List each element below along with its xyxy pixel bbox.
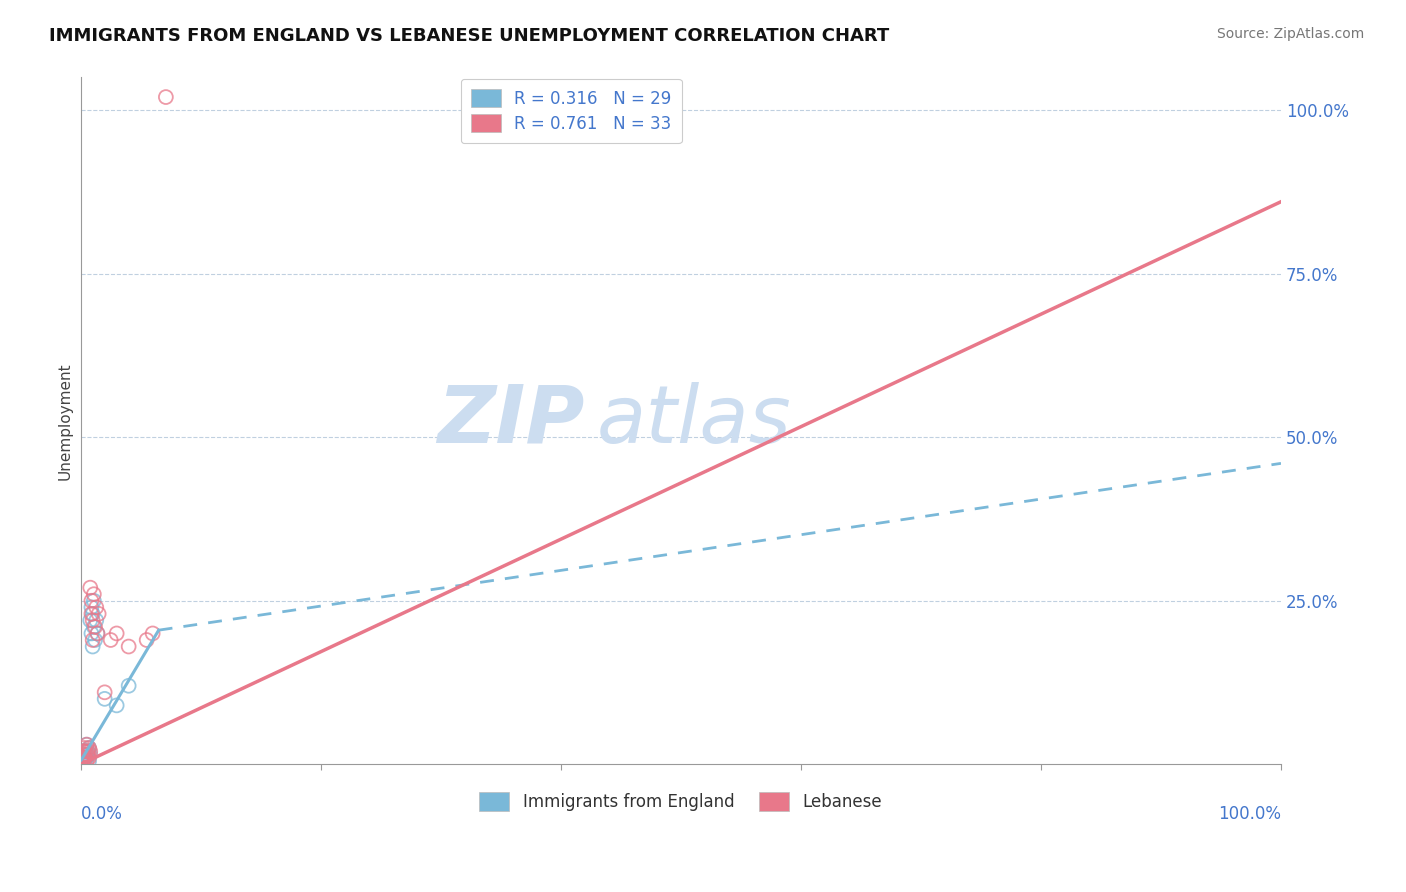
- Text: 100.0%: 100.0%: [1218, 805, 1281, 823]
- Point: [105, 698, 128, 713]
- Point: [70, 756, 93, 770]
- Point: [79, 744, 101, 758]
- Point: [73, 752, 96, 766]
- Point: [83, 587, 105, 601]
- Point: [79, 747, 101, 762]
- Point: [72, 750, 94, 764]
- Point: [93, 685, 115, 699]
- Point: [72, 750, 94, 764]
- Point: [76, 744, 98, 758]
- Point: [80, 593, 103, 607]
- Point: [82, 607, 104, 621]
- Point: [93, 691, 115, 706]
- Point: [72, 747, 94, 762]
- Point: [105, 626, 128, 640]
- Point: [73, 744, 96, 758]
- Point: [82, 613, 104, 627]
- Point: [75, 750, 97, 764]
- Point: [70, 754, 93, 768]
- Point: [77, 754, 100, 768]
- Point: [80, 600, 103, 615]
- Text: 0.0%: 0.0%: [80, 805, 122, 823]
- Point: [75, 750, 97, 764]
- Point: [155, 90, 177, 104]
- Point: [82, 640, 104, 654]
- Point: [118, 640, 141, 654]
- Point: [73, 747, 96, 762]
- Point: [83, 620, 105, 634]
- Point: [77, 740, 100, 755]
- Text: IMMIGRANTS FROM ENGLAND VS LEBANESE UNEMPLOYMENT CORRELATION CHART: IMMIGRANTS FROM ENGLAND VS LEBANESE UNEM…: [49, 27, 890, 45]
- Point: [84, 613, 107, 627]
- Point: [73, 754, 96, 768]
- Text: Source: ZipAtlas.com: Source: ZipAtlas.com: [1216, 27, 1364, 41]
- Point: [76, 738, 98, 752]
- Point: [76, 747, 98, 762]
- Point: [70, 756, 93, 770]
- Text: atlas: atlas: [596, 382, 792, 460]
- Point: [79, 581, 101, 595]
- Point: [87, 607, 110, 621]
- Point: [142, 626, 165, 640]
- Point: [84, 620, 107, 634]
- Point: [118, 679, 141, 693]
- Point: [84, 600, 107, 615]
- Point: [72, 752, 94, 766]
- Point: [73, 740, 96, 755]
- Point: [80, 626, 103, 640]
- Point: [76, 744, 98, 758]
- Point: [84, 632, 107, 647]
- Point: [77, 740, 100, 755]
- Point: [76, 754, 98, 768]
- Point: [86, 626, 108, 640]
- Point: [72, 744, 94, 758]
- Legend: Immigrants from England, Lebanese: Immigrants from England, Lebanese: [472, 786, 889, 818]
- Point: [79, 613, 101, 627]
- Text: ZIP: ZIP: [437, 382, 585, 460]
- Point: [75, 744, 97, 758]
- Point: [75, 744, 97, 758]
- Point: [76, 738, 98, 752]
- Point: [100, 632, 122, 647]
- Point: [82, 632, 104, 647]
- Point: [83, 593, 105, 607]
- Point: [76, 750, 98, 764]
- Point: [76, 747, 98, 762]
- Point: [77, 750, 100, 764]
- Y-axis label: Unemployment: Unemployment: [58, 362, 72, 480]
- Point: [80, 607, 103, 621]
- Point: [135, 632, 157, 647]
- Point: [70, 754, 93, 768]
- Point: [86, 626, 108, 640]
